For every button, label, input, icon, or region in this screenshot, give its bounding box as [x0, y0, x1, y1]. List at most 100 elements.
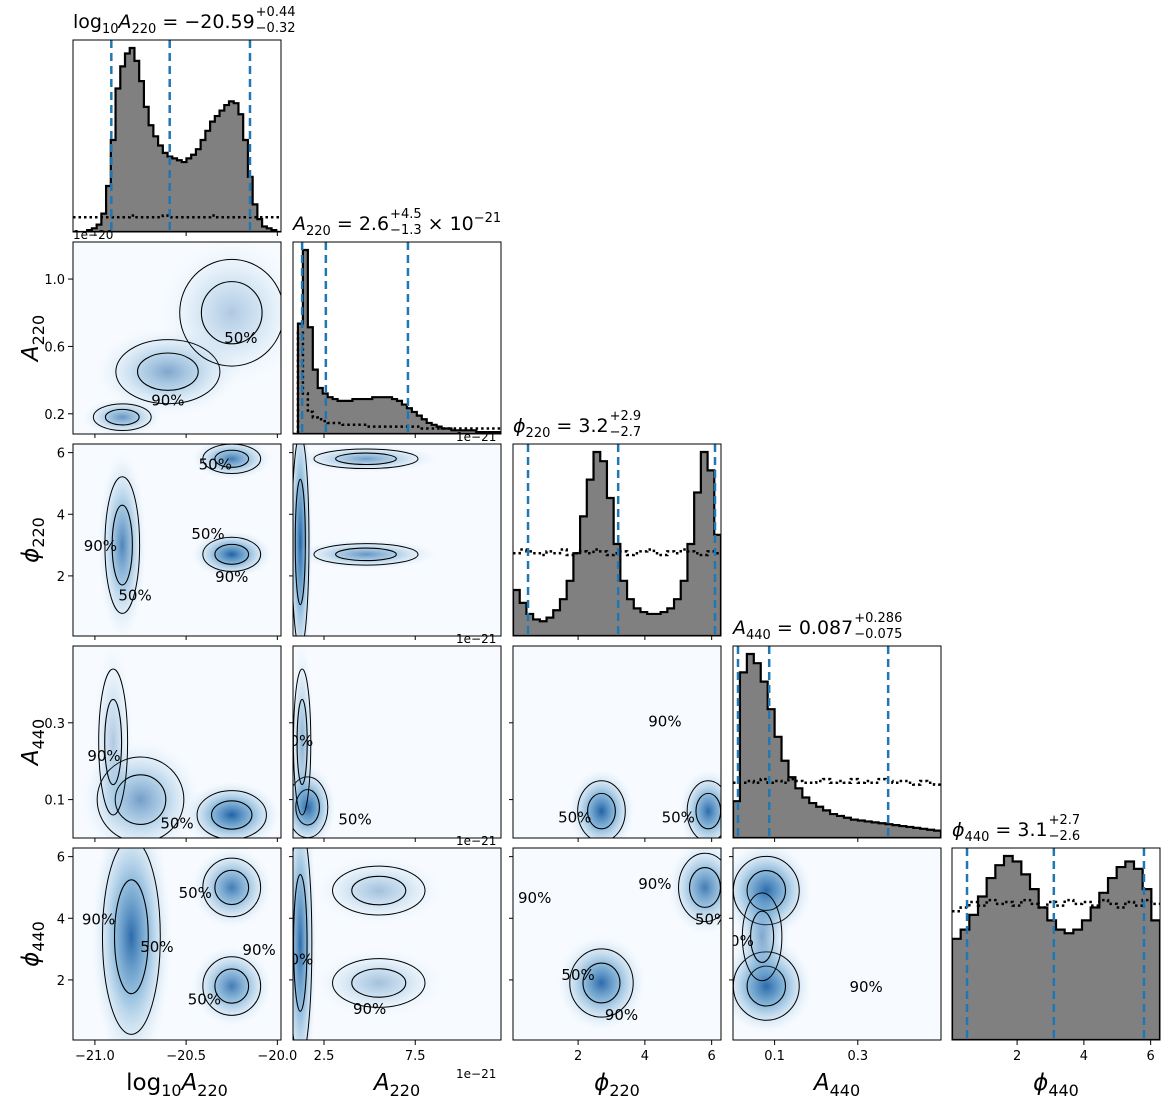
contour-90 [741, 892, 783, 982]
title-lower-error: −1.3 [390, 223, 422, 238]
x-tick-label: 0.1 [764, 1049, 785, 1064]
density-panel-lgA220-A440: 90% 50% [72, 645, 282, 839]
panel-frame [72, 847, 282, 1041]
x-axis-label-A440: A440 [812, 1070, 860, 1100]
y-tick-label: 4 [57, 912, 65, 927]
density-panel-lgA220-phi220: 50% 50% 90% 90% 50% [72, 443, 282, 637]
panel-offset-label: 1e−21 [456, 430, 496, 444]
contour-label: 90% [518, 889, 551, 907]
contour-label: 50% [179, 884, 212, 902]
contour-90 [202, 857, 262, 918]
x-tick-label: 6 [1147, 1049, 1155, 1064]
x-tick-label: 4 [641, 1049, 649, 1064]
contour-label: 50% [662, 809, 695, 827]
contour-90 [678, 852, 721, 923]
density-panel-lgA220-A220: 50% 90% [72, 241, 282, 435]
y-offset-label: 1e−20 [73, 228, 113, 242]
posterior-histogram [293, 248, 501, 434]
title-scale: × 10−21 [428, 211, 502, 235]
x-axis-label-phi440: ϕ440 [1033, 1070, 1079, 1100]
contour-label: 90% [605, 1006, 638, 1024]
contour-label: 90% [849, 978, 882, 996]
x-axis-label-lgA220: log10A220 [126, 1070, 228, 1100]
title-lower-error: −2.7 [610, 425, 642, 440]
posterior-histogram [952, 854, 1160, 1040]
panel-frame [292, 443, 502, 637]
y-axis-label-phi220: ϕ220 [18, 517, 48, 563]
contour-label: 50% [199, 456, 232, 474]
contour-label: 50% [224, 329, 257, 347]
contour-50 [750, 910, 775, 963]
density-blob [314, 949, 443, 1017]
contour-50 [294, 478, 306, 606]
density-panel-A220-phi440: 50% 90% [292, 847, 502, 1041]
contour-label: 90% [638, 875, 671, 893]
panel-title-A220: A220 = 2.6 [291, 213, 389, 239]
density-background [293, 444, 501, 636]
y-tick-label: 6 [57, 851, 65, 866]
panel-title-lgA220: log10A220 = −20.59 [73, 11, 255, 37]
panel-frame [72, 241, 282, 435]
y-tick-label: 0.2 [44, 408, 65, 423]
panel-frame [732, 645, 942, 839]
density-blob [191, 945, 272, 1027]
density-blob [183, 781, 280, 838]
contour-90 [202, 536, 262, 572]
panel-frame [512, 645, 722, 839]
contour-90 [293, 444, 310, 636]
contour-label: 90% [151, 391, 184, 409]
y-tick-label: 2 [57, 570, 65, 585]
contour-90 [332, 865, 426, 916]
y-axis-label-phi440: ϕ440 [18, 921, 48, 967]
density-blob [557, 935, 646, 1031]
hist-panel-phi220: ϕ220 = 3.2 +2.9−2.7 [512, 409, 722, 637]
contour-label: 90% [280, 732, 313, 750]
y-axis-label-A220: A220 [18, 315, 48, 363]
contour-50 [688, 866, 721, 908]
contour-90 [179, 258, 281, 367]
contour-50 [351, 968, 407, 998]
y-axis-label-A440: A440 [18, 719, 48, 767]
contour-label: 90% [648, 713, 681, 731]
title-upper-error: +4.5 [390, 207, 422, 222]
contour-label: 50% [558, 809, 591, 827]
contour-50 [210, 800, 253, 830]
panel-frame [512, 847, 722, 1041]
panel-frame [292, 847, 502, 1041]
hist-panel-lgA220: log10A220 = −20.59 +0.44−0.32 [72, 5, 296, 233]
title-upper-error: +0.286 [854, 611, 902, 626]
density-panel-A220-A440: 50% 90% [280, 645, 502, 839]
density-blob [91, 848, 172, 1040]
contour-label: 50% [720, 932, 753, 950]
x-tick-label: 7.5 [405, 1049, 426, 1064]
title-lower-error: −0.075 [854, 627, 902, 642]
contour-90 [92, 403, 152, 431]
contour-90 [313, 448, 419, 470]
hist-panel-phi440: ϕ440 = 3.1 +2.7−2.6 [951, 813, 1161, 1041]
prior-histogram [733, 777, 941, 786]
contour-50 [111, 504, 133, 586]
contour-50 [582, 962, 621, 1004]
contour-90 [98, 668, 129, 816]
panel-title-phi440: ϕ440 = 3.1 [952, 819, 1048, 845]
density-blob [314, 856, 443, 925]
density-blob [159, 242, 281, 387]
contour-label: 50% [695, 910, 728, 928]
prior-histogram [73, 214, 281, 219]
contour-90 [313, 543, 419, 566]
panel-frame [512, 443, 722, 637]
contour-50 [335, 452, 397, 466]
x-axis-label-A220: A220 [372, 1070, 420, 1100]
contour-90 [293, 848, 313, 1040]
panel-frame [292, 241, 502, 435]
panel-title-phi220: ϕ220 = 3.2 [513, 415, 609, 441]
title-upper-error: +0.44 [256, 5, 296, 20]
contour-label: 90% [242, 941, 275, 959]
x-tick-label: 2 [574, 1049, 582, 1064]
title-upper-error: +2.7 [1049, 813, 1081, 828]
y-tick-label: 6 [57, 447, 65, 462]
x-tick-label: 2 [1013, 1049, 1021, 1064]
panel-frame [292, 645, 502, 839]
